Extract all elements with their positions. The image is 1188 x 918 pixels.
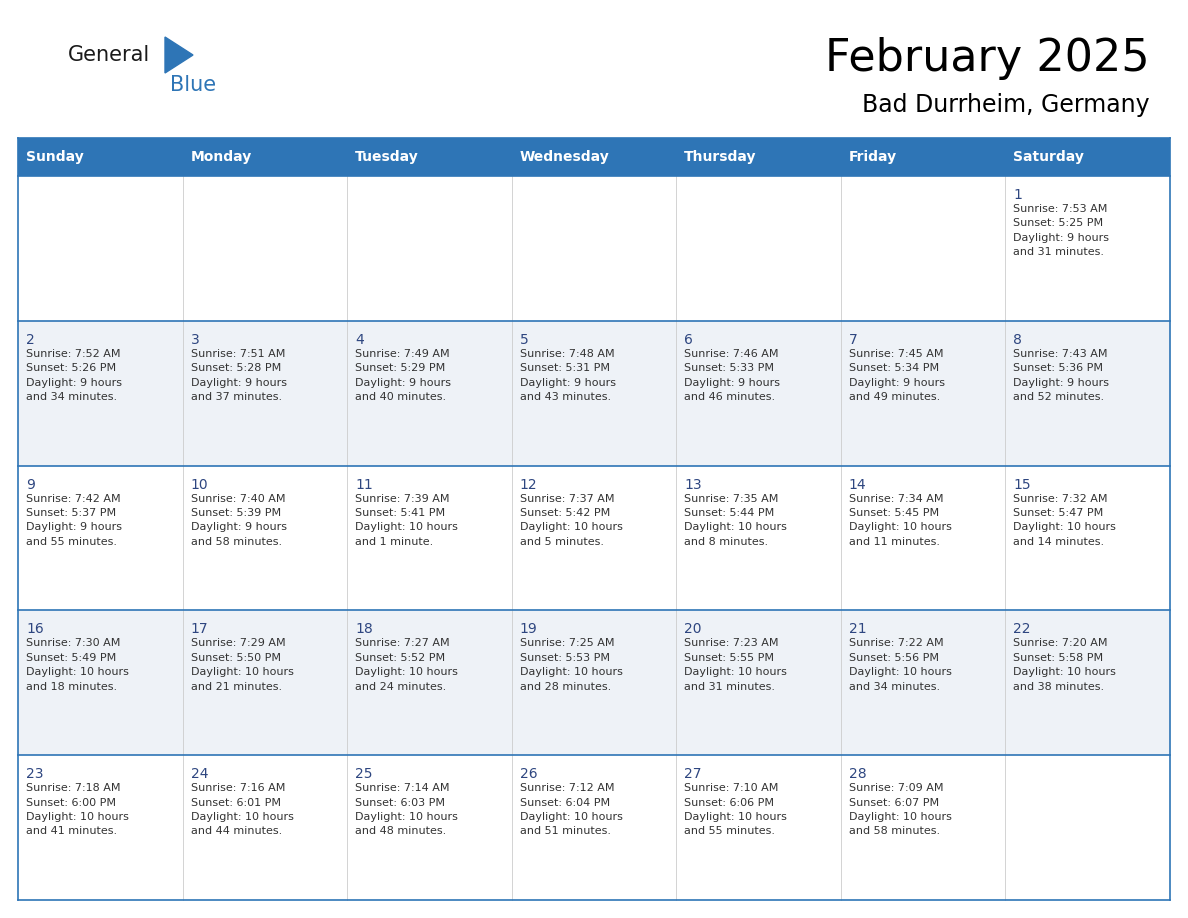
Text: 8: 8 xyxy=(1013,333,1023,347)
Bar xyxy=(18,756,1170,900)
Text: Sunrise: 7:20 AM
Sunset: 5:58 PM
Daylight: 10 hours
and 38 minutes.: Sunrise: 7:20 AM Sunset: 5:58 PM Dayligh… xyxy=(1013,638,1117,691)
Text: Sunrise: 7:27 AM
Sunset: 5:52 PM
Daylight: 10 hours
and 24 minutes.: Sunrise: 7:27 AM Sunset: 5:52 PM Dayligh… xyxy=(355,638,459,691)
Text: Sunrise: 7:45 AM
Sunset: 5:34 PM
Daylight: 9 hours
and 49 minutes.: Sunrise: 7:45 AM Sunset: 5:34 PM Dayligh… xyxy=(849,349,944,402)
Text: 20: 20 xyxy=(684,622,702,636)
Text: Sunrise: 7:12 AM
Sunset: 6:04 PM
Daylight: 10 hours
and 51 minutes.: Sunrise: 7:12 AM Sunset: 6:04 PM Dayligh… xyxy=(519,783,623,836)
Text: Sunrise: 7:35 AM
Sunset: 5:44 PM
Daylight: 10 hours
and 8 minutes.: Sunrise: 7:35 AM Sunset: 5:44 PM Dayligh… xyxy=(684,494,788,547)
Bar xyxy=(18,138,1170,176)
Text: 3: 3 xyxy=(190,333,200,347)
Text: Sunrise: 7:34 AM
Sunset: 5:45 PM
Daylight: 10 hours
and 11 minutes.: Sunrise: 7:34 AM Sunset: 5:45 PM Dayligh… xyxy=(849,494,952,547)
Text: 28: 28 xyxy=(849,767,866,781)
Text: Sunrise: 7:09 AM
Sunset: 6:07 PM
Daylight: 10 hours
and 58 minutes.: Sunrise: 7:09 AM Sunset: 6:07 PM Dayligh… xyxy=(849,783,952,836)
Text: Sunrise: 7:10 AM
Sunset: 6:06 PM
Daylight: 10 hours
and 55 minutes.: Sunrise: 7:10 AM Sunset: 6:06 PM Dayligh… xyxy=(684,783,788,836)
Text: 7: 7 xyxy=(849,333,858,347)
Text: 23: 23 xyxy=(26,767,44,781)
Bar xyxy=(18,176,1170,320)
Text: Friday: Friday xyxy=(849,150,897,164)
Text: 22: 22 xyxy=(1013,622,1031,636)
Text: 16: 16 xyxy=(26,622,44,636)
Text: 1: 1 xyxy=(1013,188,1023,202)
Text: 15: 15 xyxy=(1013,477,1031,492)
Text: Sunrise: 7:48 AM
Sunset: 5:31 PM
Daylight: 9 hours
and 43 minutes.: Sunrise: 7:48 AM Sunset: 5:31 PM Dayligh… xyxy=(519,349,615,402)
Text: 27: 27 xyxy=(684,767,702,781)
Text: 21: 21 xyxy=(849,622,866,636)
Bar xyxy=(18,320,1170,465)
Text: Sunrise: 7:32 AM
Sunset: 5:47 PM
Daylight: 10 hours
and 14 minutes.: Sunrise: 7:32 AM Sunset: 5:47 PM Dayligh… xyxy=(1013,494,1117,547)
Text: 9: 9 xyxy=(26,477,34,492)
Text: Sunrise: 7:43 AM
Sunset: 5:36 PM
Daylight: 9 hours
and 52 minutes.: Sunrise: 7:43 AM Sunset: 5:36 PM Dayligh… xyxy=(1013,349,1110,402)
Text: Sunrise: 7:37 AM
Sunset: 5:42 PM
Daylight: 10 hours
and 5 minutes.: Sunrise: 7:37 AM Sunset: 5:42 PM Dayligh… xyxy=(519,494,623,547)
Text: Sunrise: 7:18 AM
Sunset: 6:00 PM
Daylight: 10 hours
and 41 minutes.: Sunrise: 7:18 AM Sunset: 6:00 PM Dayligh… xyxy=(26,783,128,836)
Text: 11: 11 xyxy=(355,477,373,492)
Text: Sunrise: 7:14 AM
Sunset: 6:03 PM
Daylight: 10 hours
and 48 minutes.: Sunrise: 7:14 AM Sunset: 6:03 PM Dayligh… xyxy=(355,783,459,836)
Text: Tuesday: Tuesday xyxy=(355,150,419,164)
Text: 14: 14 xyxy=(849,477,866,492)
Text: February 2025: February 2025 xyxy=(826,37,1150,80)
Text: 25: 25 xyxy=(355,767,373,781)
Text: General: General xyxy=(68,45,150,65)
Text: Sunrise: 7:30 AM
Sunset: 5:49 PM
Daylight: 10 hours
and 18 minutes.: Sunrise: 7:30 AM Sunset: 5:49 PM Dayligh… xyxy=(26,638,128,691)
Text: 17: 17 xyxy=(190,622,208,636)
Text: 18: 18 xyxy=(355,622,373,636)
Text: 26: 26 xyxy=(519,767,537,781)
Text: Blue: Blue xyxy=(170,75,216,95)
Text: Thursday: Thursday xyxy=(684,150,757,164)
Text: 24: 24 xyxy=(190,767,208,781)
Text: 6: 6 xyxy=(684,333,693,347)
Text: 2: 2 xyxy=(26,333,34,347)
Text: Sunrise: 7:46 AM
Sunset: 5:33 PM
Daylight: 9 hours
and 46 minutes.: Sunrise: 7:46 AM Sunset: 5:33 PM Dayligh… xyxy=(684,349,781,402)
Text: 4: 4 xyxy=(355,333,364,347)
Text: Sunrise: 7:16 AM
Sunset: 6:01 PM
Daylight: 10 hours
and 44 minutes.: Sunrise: 7:16 AM Sunset: 6:01 PM Dayligh… xyxy=(190,783,293,836)
Text: Sunrise: 7:23 AM
Sunset: 5:55 PM
Daylight: 10 hours
and 31 minutes.: Sunrise: 7:23 AM Sunset: 5:55 PM Dayligh… xyxy=(684,638,788,691)
Bar xyxy=(18,610,1170,756)
Text: Sunrise: 7:49 AM
Sunset: 5:29 PM
Daylight: 9 hours
and 40 minutes.: Sunrise: 7:49 AM Sunset: 5:29 PM Dayligh… xyxy=(355,349,451,402)
Text: Sunrise: 7:39 AM
Sunset: 5:41 PM
Daylight: 10 hours
and 1 minute.: Sunrise: 7:39 AM Sunset: 5:41 PM Dayligh… xyxy=(355,494,459,547)
Text: Sunrise: 7:53 AM
Sunset: 5:25 PM
Daylight: 9 hours
and 31 minutes.: Sunrise: 7:53 AM Sunset: 5:25 PM Dayligh… xyxy=(1013,204,1110,257)
Text: Sunrise: 7:51 AM
Sunset: 5:28 PM
Daylight: 9 hours
and 37 minutes.: Sunrise: 7:51 AM Sunset: 5:28 PM Dayligh… xyxy=(190,349,286,402)
Text: Sunday: Sunday xyxy=(26,150,83,164)
Text: Sunrise: 7:25 AM
Sunset: 5:53 PM
Daylight: 10 hours
and 28 minutes.: Sunrise: 7:25 AM Sunset: 5:53 PM Dayligh… xyxy=(519,638,623,691)
Text: Sunrise: 7:22 AM
Sunset: 5:56 PM
Daylight: 10 hours
and 34 minutes.: Sunrise: 7:22 AM Sunset: 5:56 PM Dayligh… xyxy=(849,638,952,691)
Text: Wednesday: Wednesday xyxy=(519,150,609,164)
Bar xyxy=(18,465,1170,610)
Text: Saturday: Saturday xyxy=(1013,150,1085,164)
Text: Monday: Monday xyxy=(190,150,252,164)
Text: 12: 12 xyxy=(519,477,537,492)
Text: Bad Durrheim, Germany: Bad Durrheim, Germany xyxy=(862,93,1150,117)
Text: 10: 10 xyxy=(190,477,208,492)
Text: Sunrise: 7:40 AM
Sunset: 5:39 PM
Daylight: 9 hours
and 58 minutes.: Sunrise: 7:40 AM Sunset: 5:39 PM Dayligh… xyxy=(190,494,286,547)
Polygon shape xyxy=(165,37,192,73)
Text: 13: 13 xyxy=(684,477,702,492)
Text: Sunrise: 7:29 AM
Sunset: 5:50 PM
Daylight: 10 hours
and 21 minutes.: Sunrise: 7:29 AM Sunset: 5:50 PM Dayligh… xyxy=(190,638,293,691)
Text: Sunrise: 7:52 AM
Sunset: 5:26 PM
Daylight: 9 hours
and 34 minutes.: Sunrise: 7:52 AM Sunset: 5:26 PM Dayligh… xyxy=(26,349,122,402)
Text: 5: 5 xyxy=(519,333,529,347)
Text: 19: 19 xyxy=(519,622,537,636)
Text: Sunrise: 7:42 AM
Sunset: 5:37 PM
Daylight: 9 hours
and 55 minutes.: Sunrise: 7:42 AM Sunset: 5:37 PM Dayligh… xyxy=(26,494,122,547)
